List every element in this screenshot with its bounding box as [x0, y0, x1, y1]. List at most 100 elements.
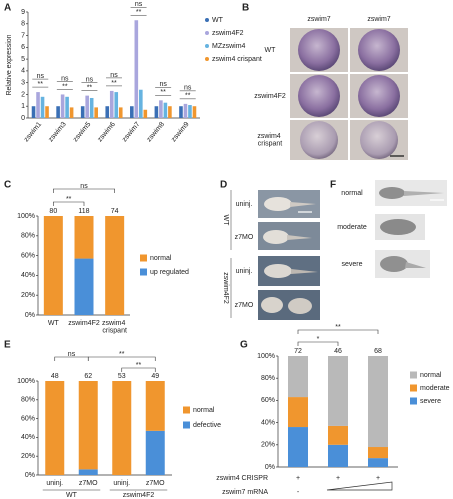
embryo-images — [290, 28, 408, 160]
bar-segment — [78, 469, 98, 475]
bar — [143, 109, 148, 118]
bar — [65, 96, 69, 118]
y-tick-label: 100% — [257, 353, 275, 360]
y-tick-label: 40% — [21, 272, 35, 279]
significance-label: ns — [86, 76, 94, 83]
legend-label: MZzswim4 — [212, 43, 246, 50]
y-tick-label: 40% — [21, 434, 35, 441]
count-label: 53 — [118, 373, 126, 380]
y-tick-label: 0% — [25, 312, 35, 319]
legend-label: normal — [193, 407, 215, 414]
x-tick-label: zswim4 crispant — [102, 320, 127, 335]
legend-label: WT — [212, 17, 224, 24]
bar — [94, 107, 98, 118]
bar-segment — [288, 356, 308, 398]
bar — [114, 92, 119, 118]
bar — [80, 106, 85, 118]
significance-label: ns — [37, 73, 45, 80]
significance-label: ** — [38, 81, 44, 88]
bar-segment — [145, 381, 165, 431]
bar — [179, 106, 183, 118]
row-label: WT — [265, 47, 277, 54]
y-tick-label: 20% — [21, 453, 35, 460]
bracket-label: ** — [119, 351, 125, 358]
bracket — [297, 329, 379, 334]
legend-label: moderate — [420, 385, 450, 392]
legend-swatch — [410, 384, 417, 392]
legend-label: defective — [193, 422, 221, 429]
count-label: 72 — [294, 348, 302, 355]
bracket-label: ns — [68, 351, 76, 358]
bar — [163, 102, 168, 118]
legend-marker — [205, 57, 209, 61]
y-axis-title: Relative expression — [6, 34, 13, 95]
row-label: zswim4 crispant — [257, 133, 282, 148]
count-label: 68 — [374, 348, 382, 355]
legend-label: zswim4F2 — [212, 30, 244, 37]
x-tick-label: zswim8 — [146, 121, 166, 143]
column-label: zswim7 — [367, 16, 390, 23]
significance-label: ** — [136, 9, 142, 16]
bracket — [121, 367, 156, 372]
group-label: zswim4F2 — [222, 272, 229, 304]
bracket-label: ns — [80, 183, 88, 190]
y-tick-label: 100% — [17, 213, 35, 220]
bar — [45, 106, 49, 118]
tadpole-images — [258, 190, 320, 320]
legend-label: normal — [150, 255, 172, 262]
bar — [192, 106, 197, 118]
y-tick-label: 100% — [17, 378, 35, 385]
panel-letter: G — [240, 340, 248, 351]
bar-segment — [145, 430, 165, 475]
legend-swatch — [140, 254, 147, 262]
bar-segment — [74, 258, 94, 315]
row-mark: - — [297, 489, 300, 496]
bar-segment — [368, 458, 388, 467]
y-tick-label: 0% — [25, 472, 35, 479]
bar — [69, 107, 74, 118]
x-tick-label: WT — [48, 320, 60, 327]
bar-segment — [74, 216, 94, 259]
bar — [109, 90, 114, 118]
row-label: uninj. — [236, 201, 253, 208]
row-label: zswim7 mRNA — [222, 489, 268, 496]
y-tick-label: 0 — [21, 115, 25, 122]
significance-label: ns — [159, 81, 167, 88]
y-tick-label: 60% — [21, 252, 35, 259]
legend-marker — [205, 44, 209, 48]
legend-label: severe — [420, 398, 441, 405]
dose-ramp — [326, 481, 393, 491]
row-label: moderate — [337, 224, 367, 231]
bar — [183, 103, 188, 118]
y-tick-label: 6 — [21, 44, 25, 51]
y-tick-label: 40% — [261, 419, 275, 426]
row-mark: + — [296, 475, 300, 482]
x-tick-label: uninj. — [46, 480, 63, 487]
y-tick-label: 9 — [21, 9, 25, 16]
legend-marker — [205, 18, 209, 22]
bar-segment — [288, 427, 308, 467]
row-label: uninj. — [236, 268, 253, 275]
group-label: WT — [66, 492, 78, 499]
y-tick-label: 7 — [21, 32, 25, 39]
count-label: 62 — [84, 373, 92, 380]
x-tick-label: zswim5 — [72, 121, 92, 143]
count-label: 74 — [111, 208, 119, 215]
significance-label: ** — [185, 93, 191, 100]
bar-segment — [368, 356, 388, 448]
legend-label: zswim4 crispant — [212, 56, 262, 63]
bar — [31, 106, 36, 118]
y-tick-label: 8 — [21, 21, 25, 28]
bar-segment — [328, 425, 348, 445]
significance-label: ** — [160, 89, 166, 96]
bracket-label: ** — [335, 324, 341, 331]
y-tick-label: 5 — [21, 56, 25, 63]
bracket-label: ** — [136, 362, 142, 369]
x-tick-label: zswim9 — [170, 121, 190, 143]
bracket-label: * — [317, 336, 320, 343]
bracket — [53, 201, 85, 206]
y-tick-label: 3 — [21, 80, 25, 87]
x-tick-label: zswim7 — [121, 121, 141, 143]
significance-label: ns — [135, 1, 143, 8]
bar — [188, 105, 192, 118]
